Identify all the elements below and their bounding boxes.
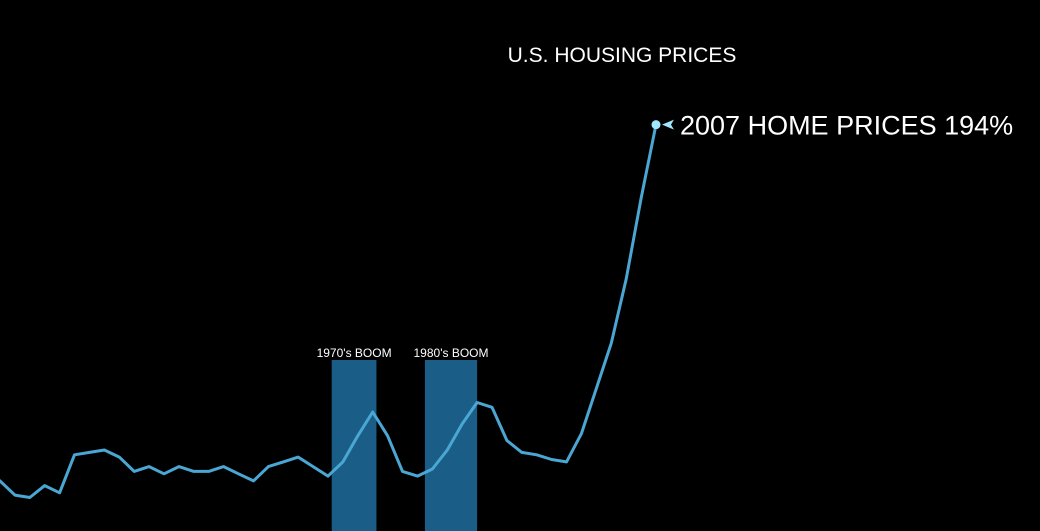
data-point (192, 470, 195, 473)
data-point (43, 484, 46, 487)
data-point (237, 472, 240, 475)
data-point (356, 434, 359, 437)
data-point (491, 406, 494, 409)
data-point (73, 453, 76, 456)
price-series-line (0, 123, 658, 499)
data-point (446, 449, 449, 452)
peak-annotation-label: 2007 HOME PRICES 194% (680, 111, 1013, 141)
data-point (177, 465, 180, 468)
data-point (341, 460, 344, 463)
data-point (476, 401, 479, 404)
data-point (133, 470, 136, 473)
data-point (595, 387, 598, 390)
data-point (148, 465, 151, 468)
data-point (535, 453, 538, 456)
data-point (312, 465, 315, 468)
data-point (386, 434, 389, 437)
data-point (640, 197, 643, 200)
data-point (267, 465, 270, 468)
data-point (297, 456, 300, 459)
data-point (58, 491, 61, 494)
data-point (222, 465, 225, 468)
data-point (252, 479, 255, 482)
data-point (565, 460, 568, 463)
data-point (88, 451, 91, 454)
data-point (431, 468, 434, 471)
data-point (401, 470, 404, 473)
data-point (580, 432, 583, 435)
data-point (610, 342, 613, 345)
data-point (625, 278, 628, 281)
chart-title: U.S. HOUSING PRICES (508, 44, 737, 67)
boom-band-label: 1970's BOOM (317, 346, 392, 360)
data-point (520, 451, 523, 454)
peak-annotation: 2007 HOME PRICES 194% (651, 111, 1013, 141)
data-point (103, 449, 106, 452)
boom-band-label: 1980's BOOM (414, 346, 489, 360)
data-point (207, 470, 210, 473)
data-point (118, 456, 121, 459)
data-point (416, 475, 419, 478)
data-point (550, 458, 553, 461)
peak-arrow-icon (662, 119, 674, 130)
data-point (282, 460, 285, 463)
data-point (327, 475, 330, 478)
data-point (13, 494, 16, 497)
data-point (461, 422, 464, 425)
data-point (371, 411, 374, 414)
boom-band (331, 360, 377, 531)
data-point (28, 496, 31, 499)
peak-marker-dot (651, 120, 661, 130)
boom-bands (331, 360, 478, 531)
data-point (505, 439, 508, 442)
boom-band-labels: 1970's BOOM 1980's BOOM (317, 346, 489, 360)
data-point (163, 472, 166, 475)
